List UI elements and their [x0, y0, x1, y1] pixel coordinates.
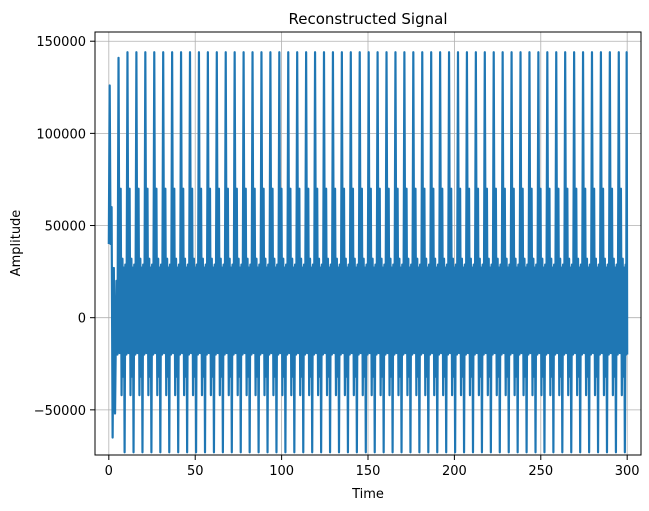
data-series: [107, 51, 629, 454]
x-axis: 0 50 100 150 200 250 300: [105, 455, 640, 479]
x-tick-label: 150: [356, 464, 381, 479]
y-axis: −50000 0 50000 100000 150000: [34, 35, 95, 419]
x-tick-label: 0: [105, 464, 113, 479]
x-tick-label: 100: [269, 464, 294, 479]
chart-title: Reconstructed Signal: [288, 10, 447, 28]
y-tick-label: 50000: [45, 220, 86, 235]
x-axis-label: Time: [351, 487, 384, 502]
x-tick-label: 300: [615, 464, 640, 479]
x-tick-label: 250: [528, 464, 553, 479]
y-tick-label: 150000: [36, 35, 86, 50]
y-tick-label: 100000: [36, 127, 86, 142]
x-tick-label: 50: [187, 464, 204, 479]
y-tick-label: 0: [78, 312, 86, 327]
signal-line: [107, 51, 629, 454]
y-tick-label: −50000: [34, 404, 86, 419]
y-axis-label: Amplitude: [9, 210, 24, 277]
x-tick-label: 200: [442, 464, 467, 479]
